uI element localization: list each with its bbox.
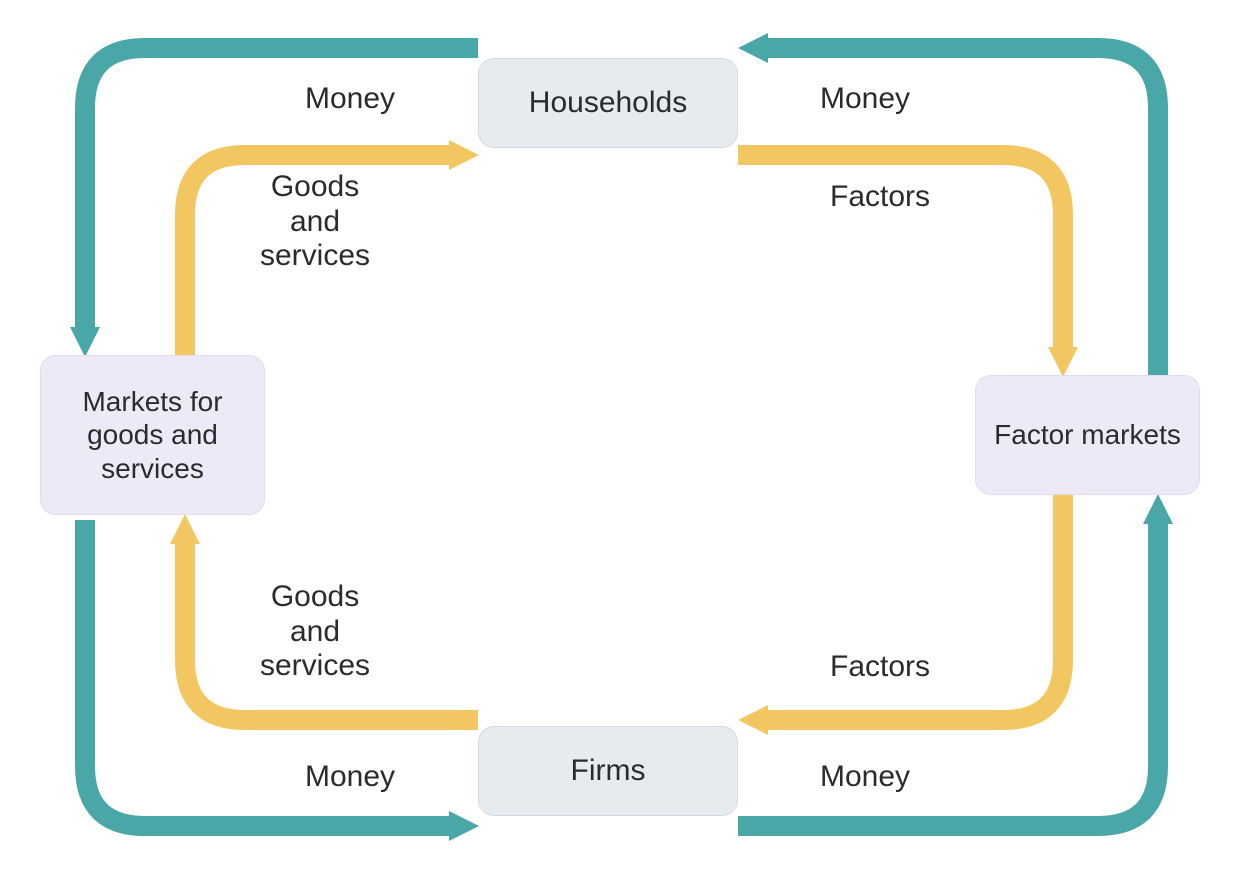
flow-factors-factormkt-to-firms [762,495,1063,720]
node-label: Markets for goods and services [82,385,222,486]
label-money-bottom-left: Money [305,760,395,795]
label-goods-services-top: Goods and services [260,170,370,274]
circular-flow-diagram: Households Firms Markets for goods and s… [0,0,1240,875]
flow-money-firms-to-factormkt [738,518,1158,826]
label-money-bottom-right: Money [820,760,910,795]
node-households: Households [478,58,738,148]
label-factors-top: Factors [830,180,930,215]
node-goods-market: Markets for goods and services [40,355,265,515]
node-label: Firms [571,753,646,789]
node-firms: Firms [478,726,738,816]
label-factors-bottom: Factors [830,650,930,685]
node-label: Factor markets [994,418,1181,452]
label-money-top-left: Money [305,82,395,117]
label-money-top-right: Money [820,82,910,117]
node-factor-market: Factor markets [975,375,1200,495]
label-goods-services-bottom: Goods and services [260,580,370,684]
node-label: Households [529,85,687,121]
